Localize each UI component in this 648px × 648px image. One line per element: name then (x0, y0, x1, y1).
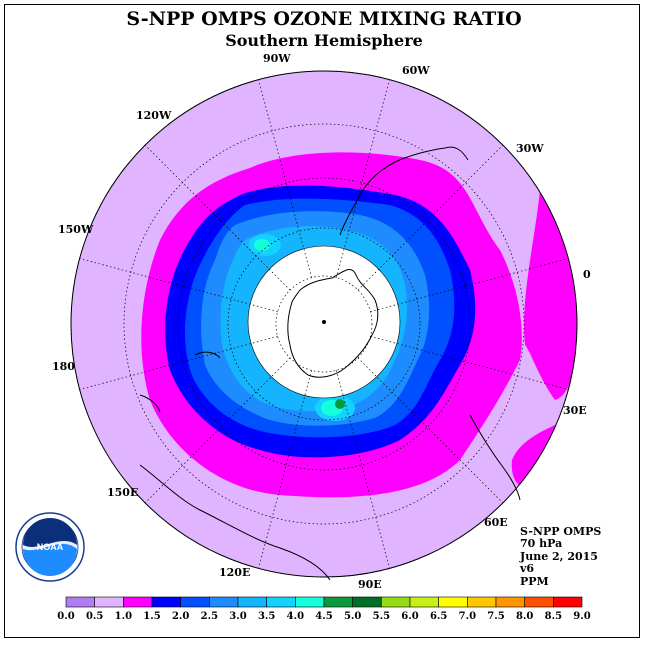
colorbar-tick-label: 4.5 (315, 611, 332, 622)
antarctica-coastline (287, 268, 379, 378)
colorbar-swatch (495, 596, 525, 608)
colorbar-tick-label: 2.0 (172, 611, 189, 622)
contour-band-4-0 (254, 239, 270, 251)
lon-label-150w: 150W (58, 223, 94, 236)
info-date: June 2, 2015 (520, 549, 598, 563)
colorbar-tick-labels: 0.0 0.5 1.0 1.5 2.0 2.5 3.0 3.5 4.0 4.5 5.0 5.5 6.0 6… (57, 611, 590, 622)
lon-label-90e: 90E (358, 578, 382, 591)
colorbar-swatch (180, 596, 210, 608)
colorbar-tick-label: 5.0 (344, 611, 361, 622)
contour-band-4-5 (335, 399, 345, 409)
colorbar-swatch (352, 596, 382, 608)
colorbar-swatch (524, 596, 554, 608)
colorbar-tick-label: 1.5 (143, 611, 160, 622)
colorbar-tick-label: 5.5 (373, 611, 390, 622)
ozone-field (71, 71, 577, 577)
coastlines (139, 146, 521, 581)
lon-label-30w: 30W (516, 142, 544, 155)
colorbar-swatch (151, 596, 181, 608)
lon-label-180: 180 (52, 360, 75, 373)
africa-coastline (469, 414, 521, 501)
map-boundary (70, 70, 578, 578)
colorbar-swatches (65, 596, 583, 608)
info-units: PPM (520, 574, 549, 588)
lon-label-90w: 90W (263, 52, 291, 65)
colorbar-swatch (553, 596, 583, 608)
colorbar-tick-label: 9.0 (573, 611, 590, 622)
info-version: v6 (520, 562, 535, 576)
lon-label-150e: 150E (107, 486, 138, 499)
lon-label-0: 0 (583, 268, 591, 281)
contour-band-1-0-edge (524, 190, 577, 400)
colorbar-swatch (381, 596, 411, 608)
lon-label-30e: 30E (563, 404, 587, 417)
map-subtitle: Southern Hemisphere (225, 31, 423, 50)
colorbar-swatch (94, 596, 124, 608)
colorbar-tick-label: 0.5 (86, 611, 103, 622)
noaa-logo-sea (23, 543, 77, 576)
south-america-coastline (339, 146, 469, 236)
info-instrument: S-NPP OMPS (520, 525, 602, 538)
colorbar-swatch (295, 596, 325, 608)
lon-label-60w: 60W (402, 64, 430, 77)
colorbar-tick-label: 3.0 (229, 611, 246, 622)
colorbar-tick-label: 7.5 (487, 611, 504, 622)
colorbar-tick-label: 6.5 (430, 611, 447, 622)
colorbar-tick-label: 6.0 (401, 611, 418, 622)
longitude-labels: 90W 60W 30W 0 30E 60E 90E 120E 150E 180 … (52, 52, 591, 591)
lon-label-120e: 120E (219, 566, 250, 579)
colorbar-tick-label: 3.5 (258, 611, 275, 622)
australia-coastline (139, 464, 331, 581)
noaa-logo: NOAA (15, 512, 85, 582)
noaa-logo-sky (23, 518, 77, 547)
colorbar-tick-label: 4.0 (287, 611, 304, 622)
lon-label-120w: 120W (136, 109, 172, 122)
colorbar-tick-label: 1.0 (115, 611, 132, 622)
info-level: 70 hPa (520, 537, 563, 551)
colorbar-tick-label: 7.0 (459, 611, 476, 622)
lon-label-60e: 60E (484, 516, 508, 529)
colorbar-tick-label: 8.0 (516, 611, 533, 622)
colorbar-swatch (266, 596, 296, 608)
colorbar-swatch (409, 596, 439, 608)
noaa-logo-text: NOAA (37, 542, 64, 552)
colorbar-swatch (237, 596, 267, 608)
new-zealand-coastline (139, 351, 221, 413)
figure-frame (4, 4, 640, 638)
colorbar-swatch (209, 596, 239, 608)
colorbar-swatch (65, 596, 95, 608)
colorbar-tick-label: 8.5 (545, 611, 562, 622)
colorbar-tick-label: 2.5 (201, 611, 218, 622)
colorbar-swatch (323, 596, 353, 608)
south-pole-marker (322, 320, 326, 324)
colorbar-swatch (467, 596, 497, 608)
info-block: S-NPP OMPS 70 hPa June 2, 2015 v6 PPM (520, 525, 602, 588)
colorbar-tick-label: 0.0 (57, 611, 74, 622)
colorbar-swatch (123, 596, 153, 608)
colorbar-swatch (438, 596, 468, 608)
map-title: S-NPP OMPS OZONE MIXING RATIO (126, 8, 522, 30)
